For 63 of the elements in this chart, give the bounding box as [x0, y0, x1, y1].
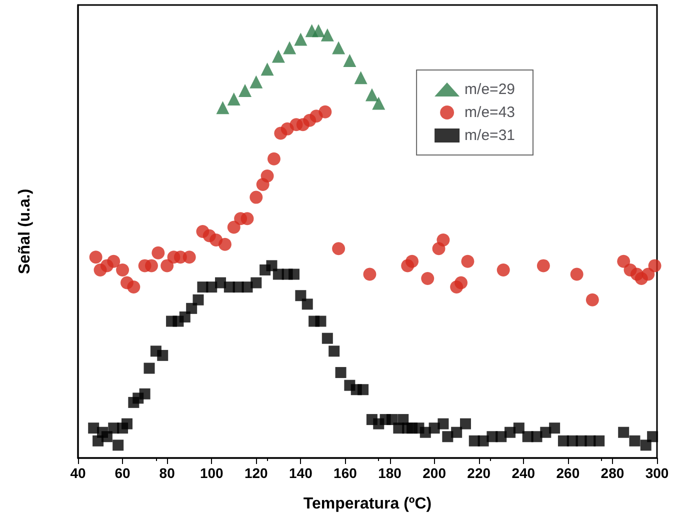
point	[312, 24, 326, 38]
point	[127, 280, 140, 294]
point	[227, 92, 240, 106]
point	[436, 234, 450, 247]
point	[642, 268, 655, 281]
x-tick-label: 60	[114, 465, 131, 481]
point	[586, 293, 599, 306]
point	[496, 263, 510, 276]
point	[332, 242, 346, 256]
point	[227, 220, 240, 234]
x-tick-label: 220	[467, 465, 491, 481]
point	[283, 41, 296, 54]
point	[267, 152, 280, 166]
point	[250, 190, 263, 204]
x-tick-label: 180	[378, 465, 402, 481]
y-axis-title: Señal (u.a.)	[16, 188, 34, 274]
point	[365, 88, 378, 102]
point	[536, 259, 550, 272]
x-tick-label: 240	[512, 465, 536, 481]
point	[372, 96, 386, 110]
x-tick-label: 260	[556, 465, 580, 481]
point	[152, 246, 165, 260]
x-tick-label: 300	[645, 465, 669, 481]
point	[218, 238, 232, 251]
point	[160, 259, 174, 272]
x-tick-label: 160	[334, 465, 358, 481]
point	[570, 268, 584, 281]
point	[354, 71, 368, 84]
point	[216, 101, 230, 114]
legend-label: m/e=43	[464, 104, 516, 121]
x-tick-label: 80	[159, 465, 176, 481]
point	[332, 41, 346, 54]
legend-label: m/e=31	[464, 127, 516, 144]
point	[648, 259, 662, 272]
point	[617, 254, 630, 268]
point	[343, 54, 356, 68]
point	[421, 272, 434, 286]
x-tick-label: 120	[244, 465, 268, 481]
point	[461, 254, 474, 268]
x-tick-label: 140	[289, 465, 313, 481]
point	[454, 276, 468, 290]
point	[294, 32, 308, 46]
x-axis-title: Temperatura (ºC)	[303, 496, 432, 512]
point	[145, 259, 158, 272]
x-tick-label: 100	[200, 465, 224, 481]
point	[260, 169, 274, 182]
point	[240, 212, 254, 226]
x-tick-label: 280	[600, 465, 624, 481]
point	[182, 250, 196, 264]
x-tick-label: 200	[422, 465, 446, 481]
point	[116, 263, 130, 276]
point	[406, 254, 419, 268]
point	[107, 254, 120, 268]
legend-label: m/e=29	[464, 81, 516, 98]
point	[238, 84, 252, 97]
point	[272, 50, 285, 63]
x-tick-label: 40	[70, 465, 86, 481]
point	[363, 268, 376, 281]
point	[320, 28, 334, 42]
point	[250, 75, 263, 88]
point	[318, 105, 332, 118]
point	[89, 250, 102, 264]
point	[260, 62, 274, 76]
